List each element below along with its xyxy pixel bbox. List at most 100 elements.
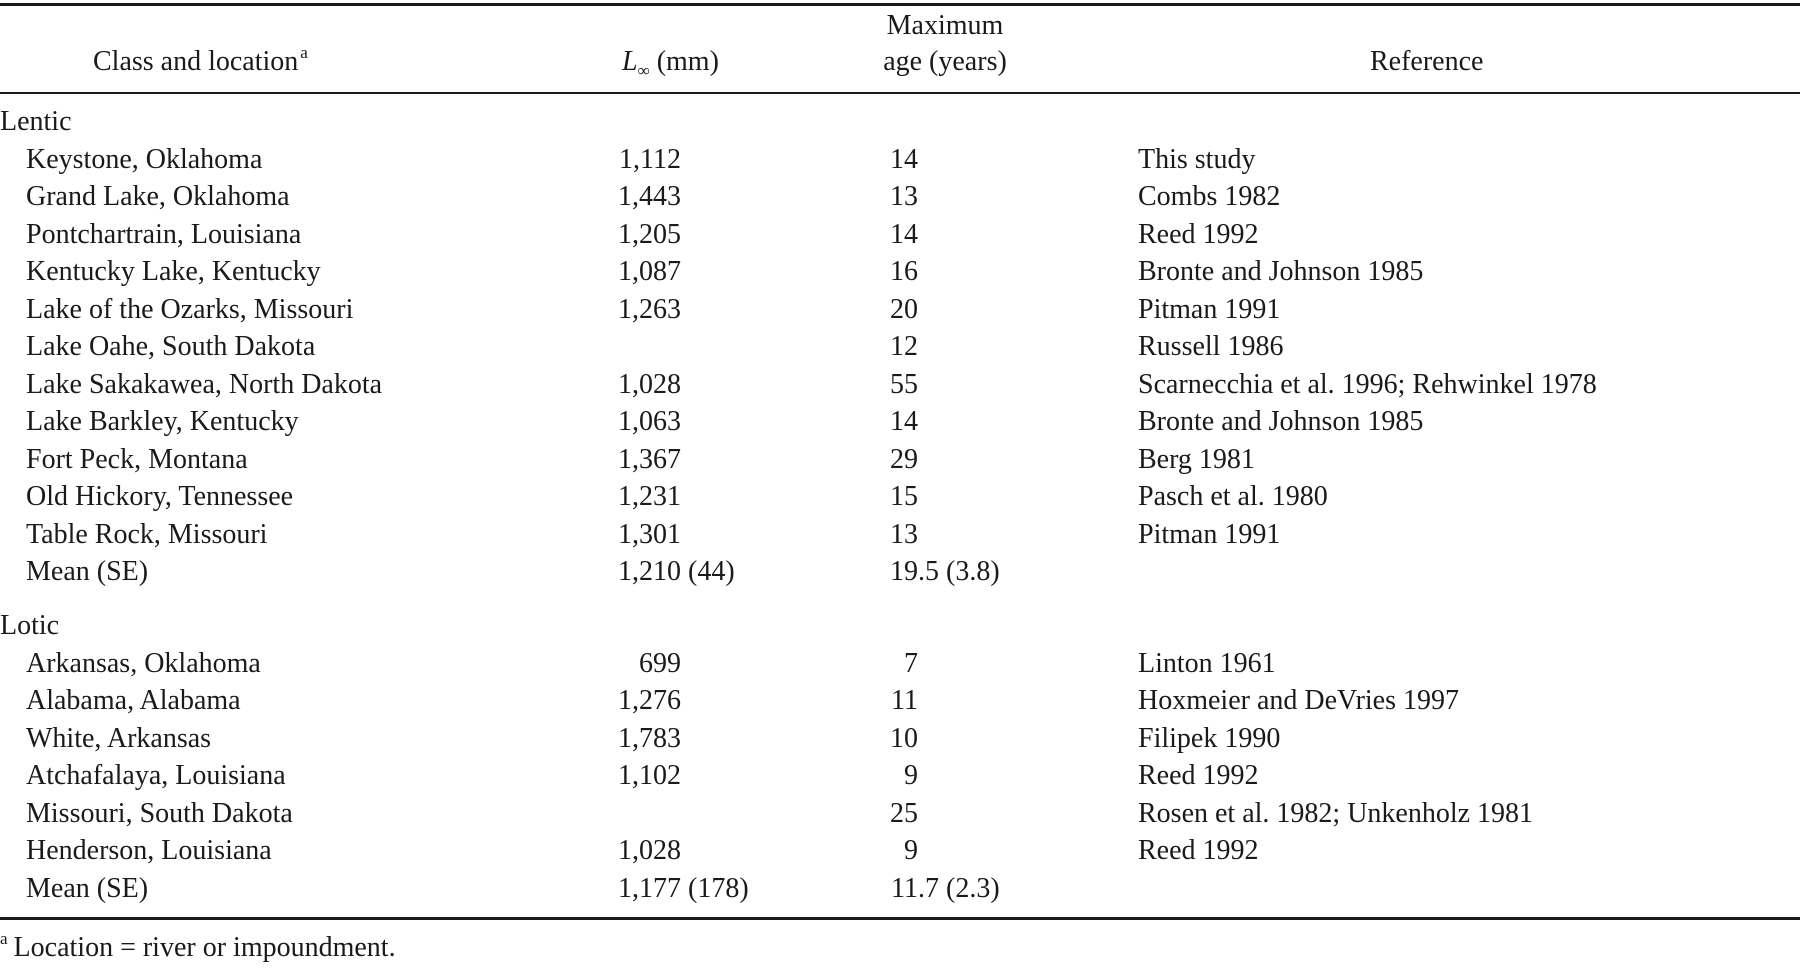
reference-cell: Combs 1982 <box>1138 181 1281 212</box>
location-cell: Lake Barkley, Kentucky <box>26 406 299 437</box>
table-footnote: a Location = river or impoundment. <box>0 929 396 969</box>
column-header-max-age: Maximum age (years) <box>860 8 1030 80</box>
reference-cell: Rosen et al. 1982; Unkenholz 1981 <box>1138 797 1534 829</box>
table-row: Arkansas, Oklahoma 699 7 Linton 1961 <box>0 645 1800 682</box>
max-age-cell: 16 <box>890 256 918 287</box>
reference-cell: Bronte and Johnson 1985 <box>1138 256 1424 287</box>
section-header-row: Lentic <box>0 103 1800 140</box>
linf-cell: 1,028 <box>618 835 681 866</box>
linf-cell: 1,210 (44) <box>618 556 735 587</box>
linf-cell: 699 <box>639 647 681 679</box>
table-row: Keystone, Oklahoma 1,112 14 This study <box>0 141 1800 178</box>
linf-cell: 1,102 <box>618 760 681 791</box>
location-cell: Keystone, Oklahoma <box>26 143 263 175</box>
max-age-cell: 55 <box>890 368 918 400</box>
table-row: Old Hickory, Tennessee 1,231 15 Pasch et al… <box>0 478 1800 515</box>
linf-cell: 1,231 <box>618 481 681 512</box>
location-cell: Arkansas, Oklahoma <box>26 647 261 679</box>
column-header-reference: Reference <box>1370 46 1484 77</box>
table-top-rule <box>0 3 1800 6</box>
location-cell: Alabama, Alabama <box>26 685 241 716</box>
max-age-cell: 14 <box>890 406 918 437</box>
location-cell: Table Rock, Missouri <box>26 518 268 550</box>
max-age-cell: 10 <box>890 722 918 754</box>
max-age-cell: 29 <box>890 443 918 475</box>
max-age-cell: 9 <box>904 760 918 791</box>
reference-cell: Pitman 1991 <box>1138 293 1281 325</box>
linf-cell: 1,112 <box>619 143 681 175</box>
reference-cell: Reed 1992 <box>1138 760 1259 791</box>
table-row: Henderson, Louisiana 1,028 9 Reed 1992 <box>0 832 1800 869</box>
section-header-row: Lotic <box>0 607 1800 644</box>
table-row: Atchafalaya, Louisiana 1,102 9 Reed 1992 <box>0 757 1800 794</box>
linf-cell: 1,087 <box>618 256 681 287</box>
footnote-marker: a <box>0 929 8 948</box>
location-cell: Old Hickory, Tennessee <box>26 481 294 512</box>
column-header-location: Class and location a <box>93 43 308 83</box>
linf-cell: 1,443 <box>618 181 681 212</box>
table-row: Mean (SE) 1,210 (44) 19.5 (3.8) <box>0 553 1800 590</box>
table-row: Lake of the Ozarks, Missouri 1,263 20 Pitma… <box>0 291 1800 328</box>
reference-cell: Russell 1986 <box>1138 331 1284 362</box>
max-age-cell: 11 <box>891 685 918 716</box>
location-cell: Fort Peck, Montana <box>26 443 248 475</box>
location-cell: Mean (SE) <box>26 556 149 587</box>
table-row: Mean (SE) 1,177 (178) 11.7 (2.3) <box>0 870 1800 907</box>
section-label: Lentic <box>0 106 72 137</box>
max-age-cell: 9 <box>904 835 918 866</box>
column-header-linf: L∞ (mm) <box>622 44 719 83</box>
linf-cell: 1,367 <box>618 443 681 475</box>
reference-cell: Berg 1981 <box>1138 443 1255 475</box>
max-age-cell: 12 <box>890 331 918 362</box>
max-age-cell: 7 <box>904 647 918 679</box>
table-row: Missouri, South Dakota 25 Rosen et al. 198… <box>0 795 1800 832</box>
reference-cell: Filipek 1990 <box>1138 722 1281 754</box>
table-row: Fort Peck, Montana 1,367 29 Berg 1981 <box>0 441 1800 478</box>
location-cell: White, Arkansas <box>26 722 212 754</box>
max-age-cell: 20 <box>890 293 918 325</box>
table-row: White, Arkansas 1,783 10 Filipek 1990 <box>0 720 1800 757</box>
footnote-text: Location = river or impoundment. <box>13 932 396 963</box>
reference-cell: Pitman 1991 <box>1138 518 1281 550</box>
linf-cell: 1,783 <box>618 722 681 754</box>
section-label: Lotic <box>0 610 60 641</box>
table-row: Lake Barkley, Kentucky 1,063 14 Bronte and … <box>0 403 1800 440</box>
max-age-cell: 19.5 (3.8) <box>890 556 1000 587</box>
location-cell: Henderson, Louisiana <box>26 835 272 866</box>
linf-cell: 1,063 <box>618 406 681 437</box>
table-row: Lake Oahe, South Dakota 12 Russell 1986 <box>0 328 1800 365</box>
linf-subscript: ∞ <box>637 61 650 80</box>
location-cell: Missouri, South Dakota <box>26 797 293 829</box>
table-row: Kentucky Lake, Kentucky 1,087 16 Bronte and… <box>0 253 1800 290</box>
linf-cell: 1,177 (178) <box>618 872 749 904</box>
location-cell: Pontchartrain, Louisiana <box>26 218 302 250</box>
location-cell: Grand Lake, Oklahoma <box>26 181 290 212</box>
header-bottom-rule <box>0 92 1800 94</box>
reference-cell: Bronte and Johnson 1985 <box>1138 406 1424 437</box>
location-header-text: Class and location <box>93 46 299 77</box>
linf-cell: 1,301 <box>618 518 681 550</box>
table-row: Grand Lake, Oklahoma 1,443 13 Combs 1982 <box>0 178 1800 215</box>
max-age-cell: 25 <box>890 797 918 829</box>
reference-cell: Reed 1992 <box>1138 835 1259 866</box>
location-cell: Atchafalaya, Louisiana <box>26 760 286 791</box>
max-age-cell: 13 <box>890 518 918 550</box>
reference-cell: Linton 1961 <box>1138 647 1276 679</box>
table-row: Pontchartrain, Louisiana 1,205 14 Reed 1992 <box>0 216 1800 253</box>
max-age-cell: 11.7 (2.3) <box>891 872 1000 904</box>
table-bottom-rule <box>0 917 1800 920</box>
max-age-cell: 14 <box>890 143 918 175</box>
location-cell: Mean (SE) <box>26 872 149 904</box>
linf-symbol: L <box>622 46 638 77</box>
max-age-cell: 13 <box>890 181 918 212</box>
age-header-line1: Maximum <box>886 10 1004 41</box>
footnote-marker: a <box>300 43 308 62</box>
location-cell: Lake Oahe, South Dakota <box>26 331 316 362</box>
table-row: Alabama, Alabama 1,276 11 Hoxmeier and DeVr… <box>0 682 1800 719</box>
age-header-line2: age (years) <box>883 46 1007 77</box>
table-row: Lake Sakakawea, North Dakota 1,028 55 Scarn… <box>0 366 1800 403</box>
linf-unit: (mm) <box>656 46 719 77</box>
max-age-cell: 14 <box>890 218 918 250</box>
reference-cell: This study <box>1138 143 1256 175</box>
